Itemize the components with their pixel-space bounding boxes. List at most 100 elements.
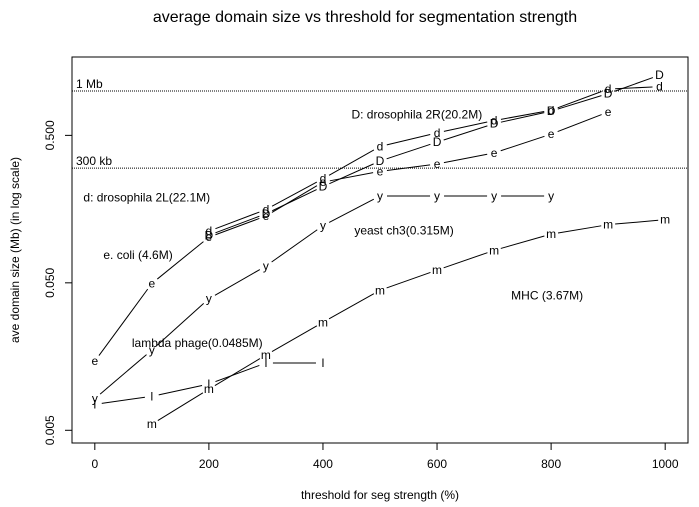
data-point: e	[491, 146, 498, 160]
series-segment	[614, 77, 654, 92]
data-point: m	[489, 243, 499, 257]
series-segment	[443, 121, 488, 132]
series-annotation: MHC (3.67M)	[511, 289, 583, 303]
reference-line-label: 300 kb	[76, 154, 112, 168]
data-point: d	[656, 80, 663, 94]
series-segment	[557, 91, 602, 109]
series-segment	[271, 229, 318, 263]
data-point: D	[205, 228, 214, 242]
data-point: d	[491, 114, 498, 128]
series-segment	[156, 303, 205, 346]
y-tick-label: 0.005	[43, 415, 57, 445]
data-point: e	[149, 276, 156, 290]
x-tick-label: 400	[313, 457, 333, 471]
data-point: y	[491, 189, 497, 203]
data-point: l	[208, 377, 211, 391]
data-point: l	[151, 389, 154, 403]
data-point: l	[93, 397, 96, 411]
data-point: y	[320, 219, 326, 233]
data-point: d	[263, 203, 270, 217]
series-segment	[500, 235, 545, 249]
data-point: e	[320, 175, 327, 189]
series-segment	[215, 364, 260, 383]
data-point: e	[434, 157, 441, 171]
data-point: y	[263, 259, 269, 273]
series-e: e e e e e e e e e e	[91, 105, 611, 368]
data-point: d	[548, 103, 555, 117]
data-point: e	[91, 354, 98, 368]
series-segment	[500, 111, 545, 120]
data-point: m	[204, 382, 214, 396]
y-axis: 0.005 0.050 0.500	[43, 120, 72, 445]
series-segment	[271, 185, 318, 213]
x-tick-label: 1000	[652, 457, 679, 471]
data-point: m	[261, 348, 271, 362]
data-point: m	[660, 213, 670, 227]
series-segment	[386, 164, 431, 171]
series-segment	[443, 153, 488, 164]
data-point: y	[206, 292, 212, 306]
data-point: D	[376, 154, 385, 168]
data-point: y	[434, 189, 440, 203]
data-point: m	[147, 417, 157, 431]
series-segment	[329, 172, 374, 182]
series-segment	[271, 325, 318, 352]
series-l: l l l l l	[93, 356, 324, 411]
series-segment	[215, 215, 260, 234]
series-segment	[615, 219, 659, 225]
series-segment	[272, 189, 317, 212]
x-tick-label: 200	[199, 457, 219, 471]
series-segment	[328, 198, 375, 223]
x-axis-title: threshold for seg strength (%)	[301, 488, 459, 502]
series-m: m m m m m m m m m m	[147, 213, 670, 431]
data-point: D	[604, 87, 613, 101]
series-segment	[557, 225, 602, 234]
data-point: D	[655, 68, 664, 82]
series-annotation: d: drosophila 2L(22.1M)	[83, 190, 210, 204]
series-segment	[215, 217, 260, 236]
data-point: m	[603, 218, 613, 232]
series-segment	[500, 135, 545, 152]
y-tick-label: 0.050	[43, 267, 57, 297]
data-point: l	[322, 356, 325, 370]
series-annotation: yeast ch3(0.315M)	[354, 224, 453, 238]
data-point: d	[206, 224, 213, 238]
plot-frame	[71, 56, 689, 444]
data-point: y	[377, 189, 383, 203]
data-point: m	[318, 315, 328, 329]
series-segment	[215, 211, 260, 230]
data-point: e	[605, 105, 612, 119]
data-point: d	[320, 172, 327, 186]
data-point: d	[605, 82, 612, 96]
series-annotation: lambda phage(0.0485M)	[132, 336, 263, 350]
reference-line-label: 1 Mb	[76, 77, 103, 91]
series-D: D D D D D D D D D	[205, 68, 665, 242]
chart-title: average domain size vs threshold for seg…	[153, 9, 577, 26]
data-point: D	[547, 104, 556, 118]
series-segment	[386, 134, 431, 146]
series-segment	[214, 358, 261, 387]
series-annotation: e. coli (4.6M)	[103, 248, 172, 262]
data-point: D	[433, 135, 442, 149]
series-y: y y y y y y y y y	[92, 189, 554, 406]
data-point: m	[375, 283, 385, 297]
series-segment	[328, 149, 375, 176]
data-point: e	[548, 127, 555, 141]
series-segment	[557, 114, 602, 133]
data-point: y	[92, 392, 98, 406]
data-point: d	[377, 140, 384, 154]
series-segment	[101, 396, 145, 404]
series-segment	[386, 143, 431, 160]
y-axis-title: ave domain size (Mb) (in log scale)	[8, 157, 22, 343]
series-segment	[557, 95, 602, 110]
series-segment	[271, 181, 318, 207]
x-tick-label: 600	[427, 457, 447, 471]
series-d: d d d d d d d d d	[206, 80, 663, 239]
series-segment	[615, 86, 653, 90]
data-point: d	[434, 126, 441, 140]
series-segment	[158, 384, 203, 396]
series-segment	[386, 271, 431, 289]
series-segment	[157, 392, 204, 421]
